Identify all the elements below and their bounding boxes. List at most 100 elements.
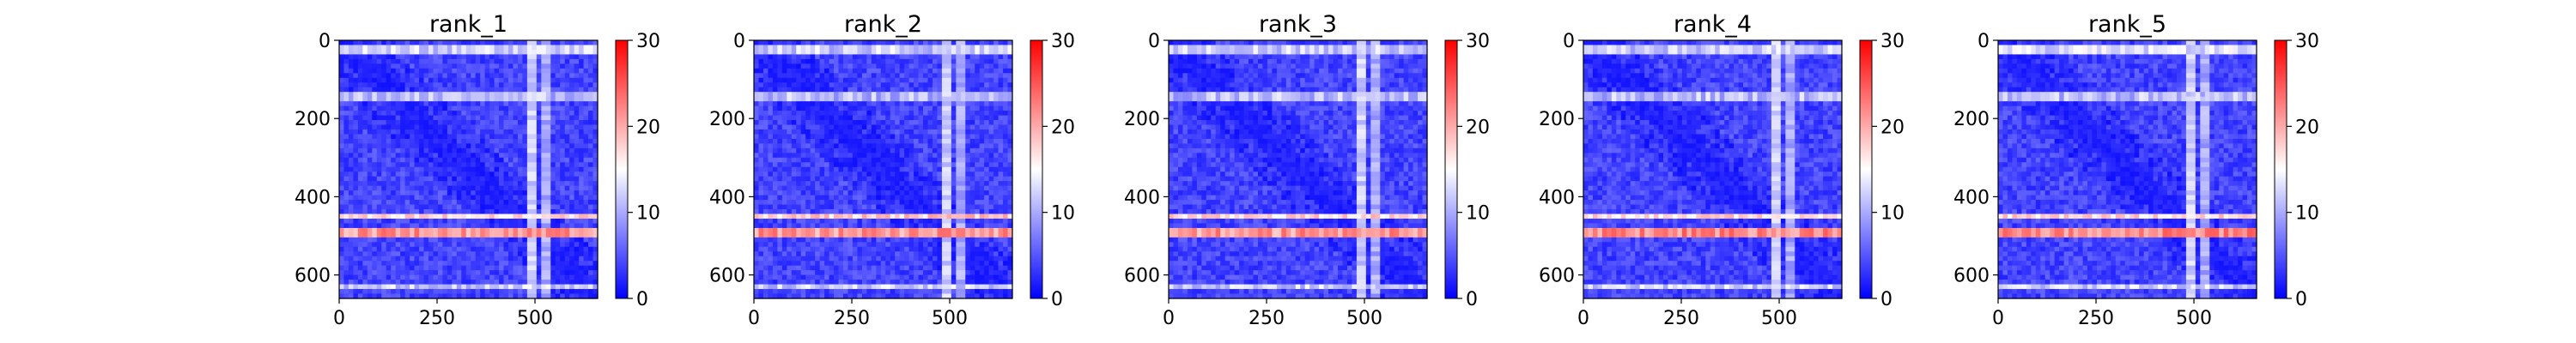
heatmap-cell — [829, 49, 835, 56]
heatmap-cell — [838, 129, 844, 135]
heatmap-cell — [754, 92, 760, 98]
heatmap-cell — [428, 256, 434, 262]
heatmap-cell — [461, 49, 467, 56]
heatmap-cell — [904, 124, 910, 130]
heatmap-cell — [508, 237, 514, 243]
heatmap-cell — [965, 190, 971, 196]
heatmap-cell — [471, 293, 477, 299]
heatmap-cell — [574, 176, 580, 182]
heatmap-cell — [918, 49, 924, 56]
heatmap-cell — [890, 134, 896, 140]
heatmap-cell — [574, 190, 580, 196]
heatmap-cell — [400, 251, 406, 257]
heatmap-cell — [560, 73, 566, 79]
heatmap-cell — [956, 166, 962, 172]
heatmap-cell — [550, 77, 556, 83]
heatmap-cell — [880, 157, 886, 163]
heatmap-cell — [447, 77, 453, 83]
heatmap-cell — [993, 166, 999, 172]
heatmap-cell — [532, 265, 538, 271]
heatmap-cell — [777, 58, 783, 64]
heatmap-cell — [569, 261, 575, 267]
heatmap-cell — [522, 223, 528, 229]
heatmap-cell — [414, 223, 420, 229]
heatmap-cell — [414, 105, 420, 111]
heatmap-cell — [583, 289, 589, 295]
heatmap-cell — [400, 204, 406, 210]
heatmap-cell — [437, 270, 443, 276]
heatmap-cell — [762, 120, 769, 126]
heatmap-cell — [522, 251, 528, 257]
heatmap-cell — [471, 218, 477, 225]
heatmap-cell — [866, 172, 872, 178]
heatmap-cell — [800, 45, 806, 51]
heatmap-cell — [941, 143, 947, 149]
heatmap-cell — [777, 138, 783, 144]
heatmap-cell — [908, 77, 914, 83]
heatmap-cell — [918, 58, 924, 64]
heatmap-cell — [885, 87, 891, 93]
heatmap-cell — [414, 147, 420, 153]
heatmap-cell — [386, 143, 392, 149]
heatmap-cell — [885, 63, 891, 69]
heatmap-cell — [993, 111, 999, 117]
heatmap-cell — [762, 63, 769, 69]
heatmap-cell — [517, 58, 524, 64]
heatmap-cell — [777, 172, 783, 178]
heatmap-cell — [941, 172, 947, 178]
heatmap-cell — [956, 120, 962, 126]
heatmap-cell — [810, 153, 816, 159]
heatmap-cell — [815, 134, 821, 140]
heatmap-cell — [852, 58, 858, 64]
heatmap-cell — [508, 261, 514, 267]
heatmap-cell — [866, 129, 872, 135]
heatmap-cell — [824, 82, 830, 88]
heatmap-cell — [866, 200, 872, 206]
heatmap-cell — [852, 129, 858, 135]
heatmap-cell — [391, 54, 397, 60]
heatmap-cell — [522, 166, 528, 172]
heatmap-cell — [777, 73, 783, 79]
heatmap-cell — [391, 176, 397, 182]
heatmap-cell — [866, 162, 872, 168]
heatmap-cell — [848, 185, 854, 191]
heatmap-cell — [475, 232, 481, 238]
heatmap-cell — [404, 251, 410, 257]
heatmap-cell — [842, 58, 849, 64]
heatmap-cell — [560, 218, 566, 225]
heatmap-cell — [404, 293, 410, 299]
heatmap-cell — [871, 166, 877, 172]
heatmap-cell — [861, 40, 867, 46]
heatmap-cell — [885, 176, 891, 182]
heatmap-cell — [975, 166, 981, 172]
heatmap-cell — [777, 200, 783, 206]
heatmap-cell — [480, 68, 486, 74]
heatmap-cell — [956, 54, 962, 60]
heatmap-cell — [810, 162, 816, 168]
heatmap-cell — [574, 92, 580, 98]
heatmap-cell — [998, 134, 1004, 140]
heatmap-cell — [560, 204, 566, 210]
heatmap-cell — [579, 270, 585, 276]
heatmap-cell — [564, 87, 570, 93]
heatmap-cell — [885, 68, 891, 74]
heatmap-cell — [918, 40, 924, 46]
heatmap-cell — [588, 68, 594, 74]
heatmap-cell — [480, 176, 486, 182]
heatmap-cell — [852, 195, 858, 201]
heatmap-cell — [513, 111, 519, 117]
heatmap-cell — [574, 111, 580, 117]
heatmap-cell — [895, 105, 901, 111]
heatmap-cell — [908, 54, 914, 60]
heatmap-cell — [471, 138, 477, 144]
heatmap-cell — [456, 147, 462, 153]
heatmap-cell — [951, 200, 957, 206]
heatmap-cell — [1003, 101, 1009, 107]
heatmap-cell — [871, 63, 877, 69]
heatmap-cell — [545, 115, 551, 121]
heatmap-cell — [536, 227, 542, 233]
heatmap-cell — [508, 204, 514, 210]
heatmap-cell — [433, 96, 439, 102]
heatmap-cell — [494, 246, 500, 252]
heatmap-cell — [754, 45, 760, 51]
